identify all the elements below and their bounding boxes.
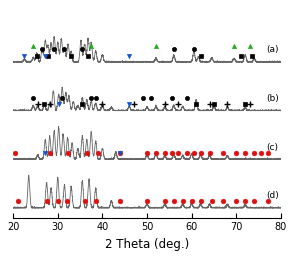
Text: (a): (a): [266, 45, 279, 54]
Text: (c): (c): [267, 142, 279, 151]
Text: (d): (d): [266, 191, 279, 200]
X-axis label: 2 Theta (deg.): 2 Theta (deg.): [105, 238, 189, 251]
Text: (b): (b): [266, 94, 279, 103]
